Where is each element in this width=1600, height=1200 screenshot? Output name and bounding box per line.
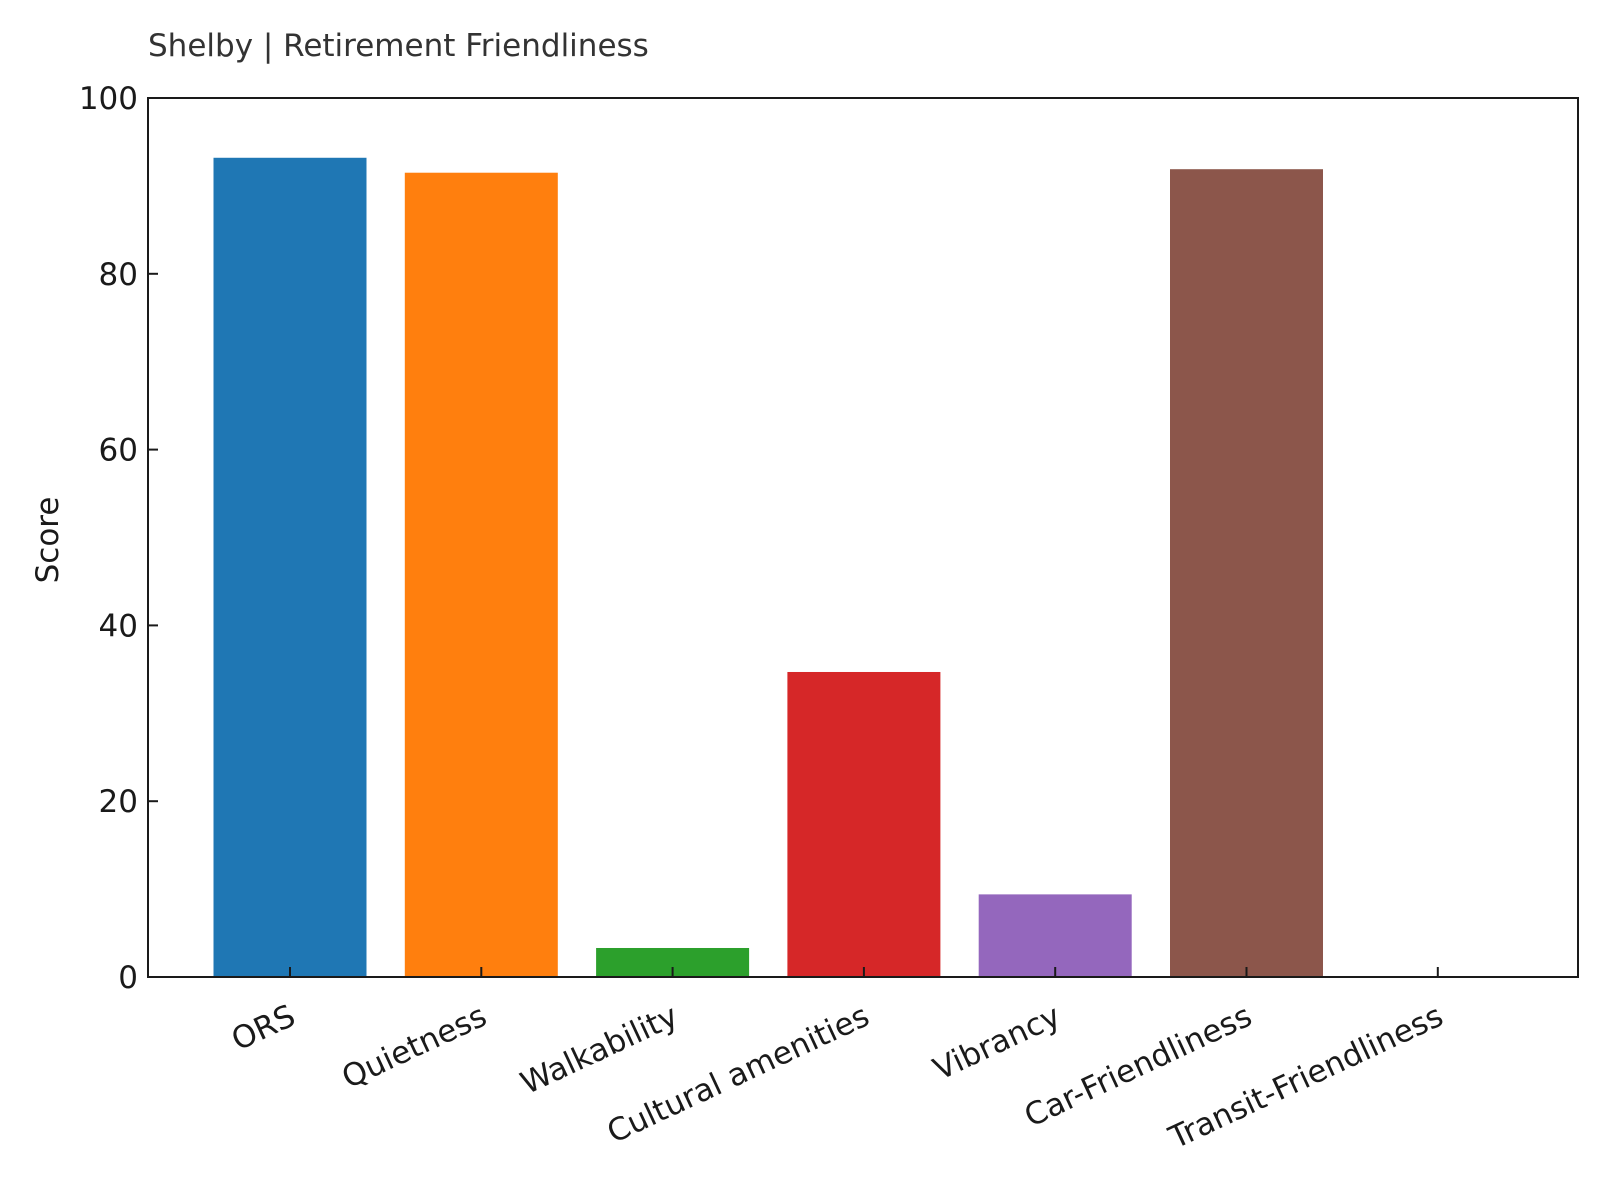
x-tick-label: Vibrancy xyxy=(928,998,1066,1088)
y-tick-label: 20 xyxy=(99,784,138,820)
chart-title: Shelby | Retirement Friendliness xyxy=(148,28,649,64)
y-axis-label: Score xyxy=(30,497,66,584)
bar-vibrancy xyxy=(978,894,1132,977)
y-tick-label: 100 xyxy=(79,81,138,117)
y-axis: 0 20 40 60 80 100 xyxy=(79,81,158,996)
bars-group xyxy=(213,157,1323,978)
y-tick-label: 40 xyxy=(99,608,138,644)
y-tick-label: 0 xyxy=(118,960,138,996)
bar-quietness xyxy=(404,172,558,978)
x-tick-label: Walkability xyxy=(515,998,683,1102)
y-tick-label: 60 xyxy=(99,433,138,469)
bar-car-friendliness xyxy=(1170,169,1323,978)
x-tick-label: Quietness xyxy=(337,998,493,1096)
bar-cultural-amenities xyxy=(787,671,941,977)
bar-ors xyxy=(213,157,367,978)
x-tick-label: ORS xyxy=(226,998,301,1058)
y-tick-label: 80 xyxy=(99,257,138,293)
